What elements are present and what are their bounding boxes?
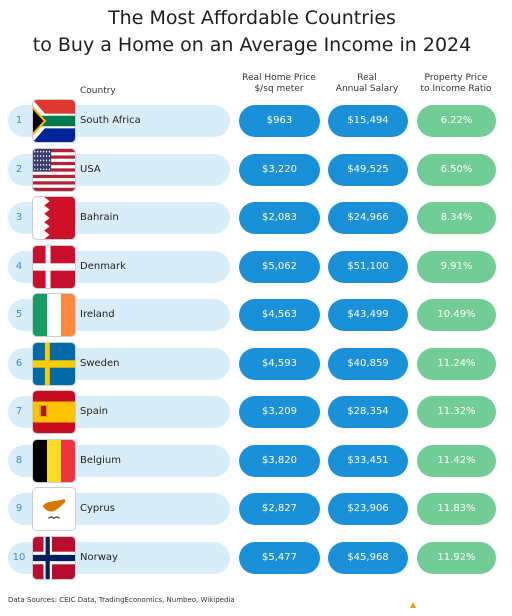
table-row: 6 Sweden $4,593 $40,859 11.24%: [0, 341, 504, 391]
norway-flag: [32, 535, 76, 580]
south-africa-flag: [32, 99, 76, 143]
column-header-salary-line-1: Real: [357, 73, 377, 83]
table-row: 2 USA $3,220 $49,525 6.50%: [0, 147, 504, 197]
home-price-value: $2,827: [239, 493, 320, 525]
column-header-home-price: Real Home Price $/sq meter: [234, 73, 324, 95]
rank-number: 6: [15, 357, 23, 369]
column-header-salary-line-2: Annual Salary: [335, 84, 399, 94]
price-to-income-ratio-value: 11.24%: [417, 347, 496, 380]
sweden-flag: [32, 341, 76, 386]
price-to-income-ratio-value: 11.32%: [417, 396, 496, 428]
price-to-income-ratio-value: 11.92%: [417, 541, 496, 574]
spain-flag: [32, 390, 76, 434]
column-header-home-price-line-2: $/sq meter: [254, 84, 304, 94]
country-name: Bahrain: [80, 212, 119, 223]
table-row: 10 Norway $5,477 $45,968 11.92%: [0, 535, 504, 585]
annual-salary-value: $28,354: [328, 396, 408, 428]
country-name: South Africa: [80, 115, 141, 126]
data-sources-note: Data Sources: CEIC Data, TradingEconomic…: [8, 596, 235, 604]
usa-flag: [32, 147, 76, 192]
ireland-flag: [32, 293, 76, 337]
table-row: 8 Belgium $3,820 $33,451 11.42%: [0, 438, 504, 488]
denmark-flag: [32, 244, 76, 289]
annual-salary-value: $15,494: [328, 105, 408, 137]
column-header-ratio: Property Price to Income Ratio: [414, 73, 498, 95]
belgium-flag: [32, 438, 76, 483]
home-price-value: $5,477: [239, 541, 320, 574]
country-name: Spain: [80, 406, 108, 417]
table-row: 1 South Africa $963 $15,494 6.22%: [0, 99, 504, 148]
annual-salary-value: $24,966: [328, 202, 408, 234]
column-header-country: Country: [80, 86, 116, 96]
annual-salary-value: $45,968: [328, 541, 408, 574]
chart-title-line-2: to Buy a Home on an Average Income in 20…: [32, 34, 472, 56]
table-row: 3 Bahrain $2,083 $24,966 8.34%: [0, 196, 504, 245]
price-to-income-ratio-value: 11.83%: [417, 493, 496, 525]
price-to-income-ratio-value: 9.91%: [417, 250, 496, 283]
home-price-value: $3,209: [239, 396, 320, 428]
country-name: Cyprus: [80, 503, 115, 514]
home-price-value: $4,563: [239, 299, 320, 331]
bahrain-flag: [32, 196, 76, 240]
country-name: Denmark: [80, 260, 126, 272]
home-price-value: $4,593: [239, 347, 320, 380]
home-price-value: $963: [239, 105, 320, 137]
annual-salary-value: $49,525: [328, 153, 408, 186]
chart-title: The Most Affordable Countries to Buy a H…: [0, 5, 504, 59]
country-name: Sweden: [80, 357, 120, 369]
rank-number: 1: [15, 115, 23, 126]
country-name: Ireland: [80, 309, 115, 320]
column-header-ratio-line-2: to Income Ratio: [420, 84, 492, 94]
annual-salary-value: $33,451: [328, 444, 408, 477]
price-to-income-ratio-value: 6.50%: [417, 153, 496, 186]
rank-number: 7: [15, 406, 23, 417]
home-price-value: $2,083: [239, 202, 320, 234]
rank-number: 2: [15, 163, 23, 175]
rank-number: 8: [15, 454, 23, 466]
annual-salary-value: $51,100: [328, 250, 408, 283]
country-name: USA: [80, 163, 101, 175]
column-header-ratio-line-1: Property Price: [424, 73, 488, 83]
price-to-income-ratio-value: 6.22%: [417, 105, 496, 137]
table-row: 7 Spain $3,209 $28,354 11.32%: [0, 390, 504, 439]
price-to-income-ratio-value: 8.34%: [417, 202, 496, 234]
table-row: 9 Cyprus $2,827 $23,906 11.83%: [0, 487, 504, 536]
home-price-value: $5,062: [239, 250, 320, 283]
price-to-income-ratio-value: 10.49%: [417, 299, 496, 331]
annual-salary-value: $40,859: [328, 347, 408, 380]
rank-number: 3: [15, 212, 23, 223]
home-price-value: $3,820: [239, 444, 320, 477]
country-name: Norway: [80, 551, 118, 563]
cyprus-flag: [32, 487, 76, 531]
rank-number: 5: [15, 309, 23, 320]
home-price-value: $3,220: [239, 153, 320, 186]
annual-salary-value: $43,499: [328, 299, 408, 331]
rank-number: 10: [12, 551, 26, 563]
table-row: 5 Ireland $4,563 $43,499 10.49%: [0, 293, 504, 342]
chart-title-line-1: The Most Affordable Countries: [108, 7, 396, 29]
rank-number: 9: [15, 503, 23, 514]
column-header-home-price-line-1: Real Home Price: [242, 73, 316, 83]
rank-number: 4: [15, 260, 23, 272]
decorative-mark-icon: ▲: [410, 600, 417, 609]
price-to-income-ratio-value: 11.42%: [417, 444, 496, 477]
column-header-salary: Real Annual Salary: [324, 73, 410, 95]
country-name: Belgium: [80, 454, 121, 466]
annual-salary-value: $23,906: [328, 493, 408, 525]
table-row: 4 Denmark $5,062 $51,100 9.91%: [0, 244, 504, 294]
